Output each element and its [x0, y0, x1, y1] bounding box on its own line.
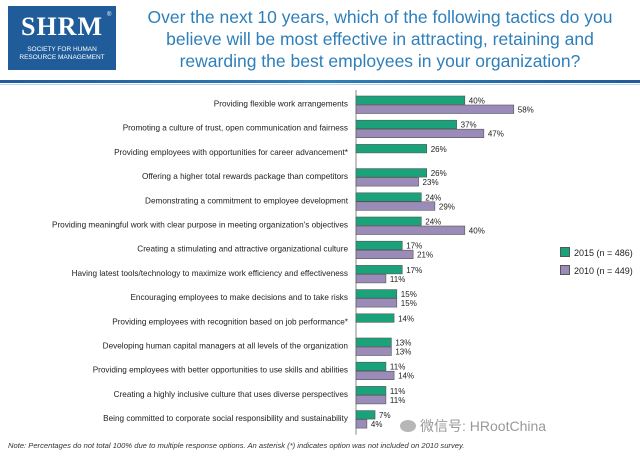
logo-registered-mark: ® [107, 12, 112, 18]
logo-text: SHRM [21, 12, 103, 41]
category-label: Providing meaningful work with clear pur… [52, 221, 348, 230]
bar-2015 [355, 386, 387, 396]
chart-legend: 2015 (n = 486) 2010 (n = 449) [560, 247, 633, 283]
bar-2015 [355, 95, 466, 105]
bar-2010 [355, 249, 414, 259]
value-label-2015: 40% [469, 97, 485, 106]
legend-swatch-2010 [560, 265, 570, 275]
value-label-2010: 47% [488, 130, 504, 139]
category-label: Having latest tools/technology to maximi… [72, 269, 348, 278]
value-label-2015: 15% [401, 290, 417, 299]
value-label-2010: 4% [371, 420, 383, 429]
bar-2015 [355, 168, 428, 178]
category-label: Creating a highly inclusive culture that… [114, 390, 348, 399]
value-label-2015: 17% [406, 242, 422, 251]
value-label-2010: 13% [395, 348, 411, 357]
value-label-2015: 7% [379, 411, 391, 420]
bar-2015 [355, 144, 428, 154]
bar-2015 [355, 313, 395, 323]
category-label: Creating a stimulating and attractive or… [137, 245, 348, 254]
value-label-2015: 17% [406, 266, 422, 275]
legend-label-2010: 2010 (n = 449) [574, 266, 633, 276]
category-label: Demonstrating a commitment to employee d… [145, 196, 349, 205]
bar-2015 [355, 410, 376, 420]
bar-2010 [355, 395, 387, 405]
value-label-2010: 14% [398, 372, 414, 381]
value-label-2010: 23% [423, 178, 439, 187]
bar-2015 [355, 265, 403, 275]
wechat-icon [400, 420, 416, 432]
bar-2010 [355, 274, 387, 284]
header-divider [0, 80, 640, 83]
bar-2010 [355, 370, 395, 381]
wechat-watermark: 微信号: HRootChina [400, 416, 546, 436]
value-label-2015: 13% [395, 339, 411, 348]
legend-swatch-2015 [560, 247, 570, 257]
value-label-2015: 24% [425, 193, 441, 202]
bar-2010 [355, 177, 419, 187]
value-label-2010: 58% [518, 106, 534, 115]
logo-subtitle-line1: SOCIETY FOR HUMAN [27, 46, 97, 53]
value-label-2010: 11% [390, 275, 405, 284]
category-label: Providing employees with better opportun… [93, 366, 348, 375]
category-label: Promoting a culture of trust, open commu… [123, 124, 348, 133]
footnote: Note: Percentages do not total 100% due … [8, 441, 465, 450]
bar-2015 [355, 119, 457, 130]
value-label-2015: 11% [390, 363, 405, 372]
value-label-2015: 11% [390, 387, 405, 396]
value-label-2010: 15% [401, 299, 417, 308]
bar-2010 [355, 201, 436, 211]
bar-2010 [355, 298, 398, 308]
bar-2010 [355, 225, 466, 235]
value-label-2015: 24% [425, 218, 441, 227]
slide-title: Over the next 10 years, which of the fol… [147, 7, 613, 71]
category-label: Providing employees with opportunities f… [114, 148, 349, 157]
value-label-2015: 26% [431, 169, 447, 178]
bar-2010 [355, 419, 368, 429]
category-label: Developing human capital managers at all… [103, 342, 349, 351]
category-label: Providing flexible work arrangements [214, 100, 348, 109]
bar-2015 [355, 192, 422, 202]
value-label-2010: 11% [390, 396, 405, 405]
bar-2010 [355, 104, 515, 114]
value-label-2010: 29% [439, 202, 455, 211]
value-label-2010: 21% [417, 251, 433, 260]
category-label: Encouraging employees to make decisions … [130, 293, 348, 302]
value-label-2015: 14% [398, 314, 414, 323]
slide-header: SHRM ® SOCIETY FOR HUMAN RESOURCE MANAGE… [0, 0, 640, 85]
logo-subtitle-line2: RESOURCE MANAGEMENT [19, 54, 105, 61]
category-label: Being committed to corporate social resp… [103, 414, 349, 423]
bar-2015 [355, 361, 387, 372]
bar-2010 [355, 346, 392, 356]
bar-chart: Providing flexible work arrangements 40% 5… [52, 90, 534, 435]
watermark-text: 微信号: HRootChina [420, 418, 547, 434]
value-label-2010: 40% [469, 227, 485, 236]
category-label: Providing employees with recognition bas… [112, 317, 349, 326]
category-label: Offering a higher total rewards package … [142, 172, 348, 181]
shrm-logo: SHRM ® SOCIETY FOR HUMAN RESOURCE MANAGE… [8, 6, 116, 70]
bar-2010 [355, 128, 485, 139]
logo-subtitle: SOCIETY FOR HUMAN RESOURCE MANAGEMENT [8, 46, 116, 62]
bar-2015 [355, 289, 398, 299]
legend-label-2015: 2015 (n = 486) [574, 248, 633, 258]
value-label-2015: 37% [461, 121, 477, 130]
bar-2015 [355, 240, 403, 250]
bar-2015 [355, 216, 422, 226]
legend-item-2015: 2015 (n = 486) [560, 247, 633, 259]
legend-item-2010: 2010 (n = 449) [560, 265, 633, 277]
header-divider-thin [0, 84, 640, 85]
value-label-2015: 26% [431, 145, 447, 154]
bar-2015 [355, 337, 392, 347]
